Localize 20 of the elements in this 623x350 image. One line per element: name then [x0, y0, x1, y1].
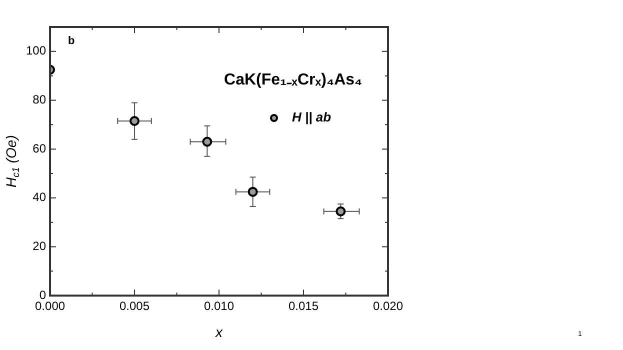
y-tick-label: 80	[32, 92, 46, 107]
y-tick-label: 100	[26, 44, 46, 58]
y-tick-label: 40	[32, 190, 46, 204]
y-tick-label: 60	[32, 141, 46, 156]
x-tick-label: 0.000	[35, 299, 66, 314]
point	[202, 136, 212, 147]
annotation: b	[68, 35, 76, 48]
y-tick-label: 0	[39, 288, 46, 302]
x-tick-label: 0.005	[120, 299, 150, 314]
x-tick-label: 0.010	[204, 299, 234, 314]
y-axis-title: Hc1 (Oe)	[2, 135, 22, 188]
x-axis-title: x	[214, 324, 224, 340]
y-tick-label: 20	[32, 239, 46, 254]
annotation: CaK(Fe₁₋ₓCrₓ)₄As₄	[224, 71, 362, 88]
legend-label: H || ab	[292, 110, 332, 125]
point	[248, 186, 258, 197]
x-tick-label: 0.015	[288, 299, 319, 314]
x-tick-label: 0.020	[372, 299, 404, 314]
point	[336, 206, 346, 216]
point	[130, 116, 140, 126]
